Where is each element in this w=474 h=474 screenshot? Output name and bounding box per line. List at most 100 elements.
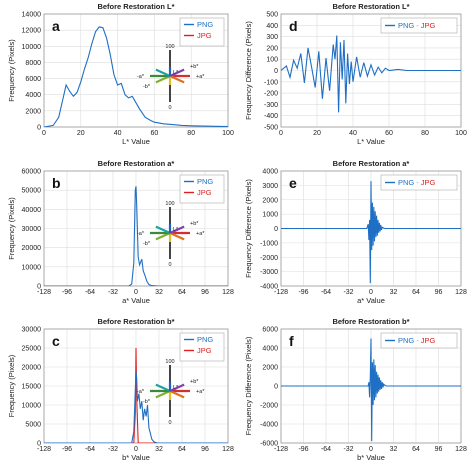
colorspace-inset: L* 100 0 +a* -a* +b* -b* bbox=[137, 201, 205, 268]
y-tick-label: 1000 bbox=[262, 212, 278, 219]
x-tick-label: -96 bbox=[298, 446, 308, 453]
legend: PNG JPG bbox=[179, 332, 225, 362]
y-tick-label: 6000 bbox=[25, 76, 41, 83]
y-axis-label: Frequency (Pixels) bbox=[7, 354, 16, 417]
chart-title: Before Restoration L* bbox=[97, 2, 174, 11]
hue-spoke bbox=[169, 68, 185, 78]
hue-spoke bbox=[169, 389, 185, 399]
hue-spoke bbox=[155, 225, 171, 235]
y-tick-label: -4000 bbox=[260, 284, 278, 291]
x-tick-label: 0 bbox=[134, 446, 138, 453]
y-tick-label: 10000 bbox=[22, 403, 42, 410]
y-tick-label: 25000 bbox=[22, 346, 42, 353]
y-tick-label: 2000 bbox=[262, 365, 278, 372]
x-tick-label: 64 bbox=[178, 289, 186, 296]
colorspace-inset: L* 100 0 +a* -a* +b* -b* bbox=[137, 359, 205, 426]
y-tick-label: 8000 bbox=[25, 60, 41, 67]
x-tick-label: 0 bbox=[134, 289, 138, 296]
y-tick-label: 14000 bbox=[22, 12, 42, 19]
legend: PNG JPG bbox=[179, 17, 225, 47]
x-tick-label: 0 bbox=[369, 289, 373, 296]
y-tick-label: 40000 bbox=[22, 207, 42, 214]
inset-lstar: L* bbox=[173, 385, 179, 391]
y-tick-label: 15000 bbox=[22, 384, 42, 391]
inset-lstar: L* bbox=[173, 227, 179, 233]
x-tick-label: 0 bbox=[279, 130, 283, 137]
x-tick-label: 20 bbox=[77, 130, 85, 137]
chart-title: Before Restoration L* bbox=[332, 2, 409, 11]
x-tick-label: 128 bbox=[455, 446, 467, 453]
x-tick-label: 32 bbox=[155, 446, 163, 453]
chart-title: Before Restoration a* bbox=[98, 159, 175, 168]
inset-bottom: 0 bbox=[168, 262, 171, 268]
x-tick-label: -64 bbox=[321, 446, 331, 453]
y-tick-label: -300 bbox=[264, 102, 278, 109]
y-tick-label: 2000 bbox=[262, 197, 278, 204]
hue-spoke bbox=[169, 74, 185, 84]
legend: PNG - JPG bbox=[380, 174, 458, 191]
legend-box bbox=[380, 17, 458, 34]
x-tick-label: 0 bbox=[42, 130, 46, 137]
y-tick-label: -200 bbox=[264, 91, 278, 98]
x-tick-label: 64 bbox=[412, 289, 420, 296]
series-line-png bbox=[281, 338, 461, 442]
chart-panel-c: -128 -96 -64 -32 0 32 64 96 128 0 5000 10000 15000 20… bbox=[7, 317, 234, 462]
chart-panel-a: 0 20 40 60 80 100 0 2000 4000 6000 8000 10000 12000 1… bbox=[7, 2, 234, 146]
x-tick-label: 20 bbox=[313, 130, 321, 137]
legend-part: - bbox=[416, 178, 419, 187]
inset-pos-a: +a* bbox=[196, 389, 205, 395]
x-axis-label: L* Value bbox=[357, 137, 385, 146]
legend-label: PNG - JPG bbox=[398, 336, 436, 345]
inset-neg-a: -a* bbox=[137, 74, 145, 80]
inset-lstar: L* bbox=[173, 70, 179, 76]
legend-part: JPG bbox=[421, 336, 436, 345]
legend-label: JPG bbox=[197, 346, 212, 355]
panel-letter: b bbox=[52, 175, 61, 191]
x-tick-label: 0 bbox=[369, 446, 373, 453]
legend: PNG - JPG bbox=[380, 17, 458, 34]
y-tick-label: 30000 bbox=[22, 327, 42, 334]
legend-label: PNG bbox=[197, 177, 213, 186]
x-tick-label: -64 bbox=[321, 289, 331, 296]
chart-title: Before Restoration b* bbox=[97, 317, 174, 326]
y-axis-label: Frequency Difference (Pixels) bbox=[244, 179, 253, 278]
x-tick-label: 64 bbox=[178, 446, 186, 453]
chart-panel-e: -128 -96 -64 -32 0 32 64 96 128-4000-3000-2000-1… bbox=[244, 159, 467, 305]
y-axis-label: Frequency Difference (Pixels) bbox=[244, 21, 253, 120]
chart-title: Before Restoration b* bbox=[332, 317, 409, 326]
legend-part: JPG bbox=[421, 21, 436, 30]
x-tick-label: 100 bbox=[455, 130, 467, 137]
y-tick-label: 12000 bbox=[22, 28, 42, 35]
legend-box bbox=[380, 174, 458, 191]
series-line-jpg bbox=[44, 347, 228, 443]
x-tick-label: -32 bbox=[108, 446, 118, 453]
series-line-png bbox=[44, 26, 228, 127]
inset-neg-a: -a* bbox=[137, 389, 145, 395]
y-tick-label: 200 bbox=[266, 45, 278, 52]
y-tick-label: 0 bbox=[37, 125, 41, 132]
y-tick-label: 30000 bbox=[22, 226, 42, 233]
y-tick-label: 0 bbox=[37, 284, 41, 291]
y-tick-label: -6000 bbox=[260, 441, 278, 448]
x-axis-label: a* Value bbox=[122, 296, 150, 305]
x-tick-label: 32 bbox=[390, 446, 398, 453]
inset-bottom: 0 bbox=[168, 420, 171, 426]
x-tick-label: -128 bbox=[37, 446, 51, 453]
y-tick-label: -500 bbox=[264, 125, 278, 132]
x-tick-label: 96 bbox=[435, 446, 443, 453]
chart-title: Before Restoration a* bbox=[333, 159, 410, 168]
inset-pos-b: +b* bbox=[190, 64, 199, 70]
x-tick-label: -32 bbox=[108, 289, 118, 296]
inset-neg-b: -b* bbox=[143, 84, 151, 90]
x-tick-label: 64 bbox=[412, 446, 420, 453]
inset-top: 100 bbox=[165, 44, 174, 50]
inset-pos-b: +b* bbox=[190, 221, 199, 227]
y-tick-label: 20000 bbox=[22, 245, 42, 252]
legend-part: - bbox=[416, 21, 419, 30]
chart-panel-d: 0 20 40 60 80 100-500-400-300-200-10001002003… bbox=[244, 2, 467, 146]
legend-box bbox=[179, 17, 225, 47]
x-tick-label: -128 bbox=[274, 289, 288, 296]
y-tick-label: -3000 bbox=[260, 269, 278, 276]
y-tick-label: -1000 bbox=[260, 240, 278, 247]
inset-neg-b: -b* bbox=[143, 241, 151, 247]
